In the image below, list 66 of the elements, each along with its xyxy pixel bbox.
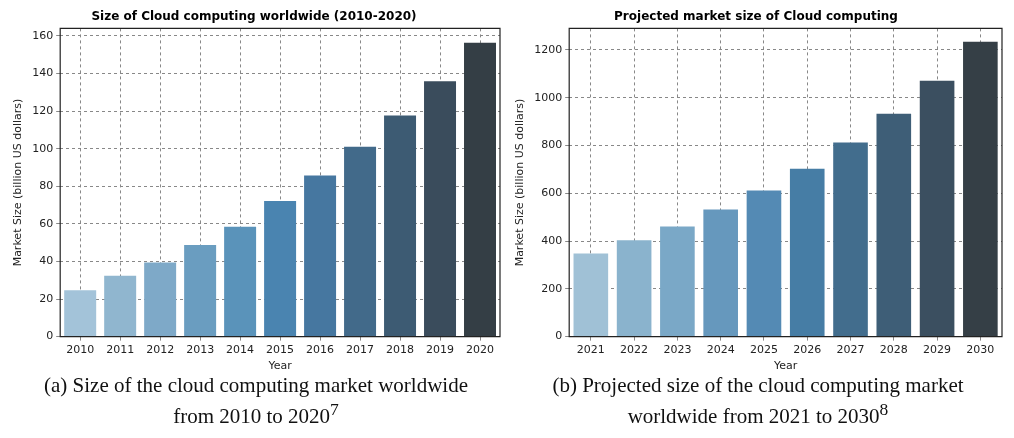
x-tick-label: 2017 [346,343,375,357]
bar [344,146,377,337]
y-tick-label: 400 [541,233,563,247]
y-tick-label: 120 [32,103,54,117]
y-tick-label: 1200 [534,42,563,56]
x-tick-label: 2010 [66,343,95,357]
y-tick-label: 1000 [534,90,563,104]
x-tick-label: 2023 [663,343,692,357]
x-tick-label: 2019 [426,343,455,357]
x-tick-label: 2012 [146,343,175,357]
y-tick-label: 200 [541,281,563,295]
bar [833,142,868,337]
chart-title: Projected market size of Cloud computing [614,9,898,24]
y-tick-label: 0 [46,329,54,343]
x-axis-title: Year [267,359,293,373]
bar [224,226,257,337]
x-tick-label: 2020 [466,343,495,357]
y-tick-label: 600 [541,186,563,200]
x-tick-label: 2028 [879,343,908,357]
bar [746,190,782,337]
bar [616,240,652,337]
bar [919,80,955,337]
x-tick-label: 2011 [106,343,135,357]
x-tick-label: 2027 [836,343,865,357]
x-tick-label: 2013 [186,343,215,357]
bar [64,290,97,337]
y-tick-label: 40 [39,254,54,268]
x-tick-label: 2029 [923,343,952,357]
chart-title: Size of Cloud computing worldwide (2010-2020) [91,9,417,24]
text: (a) Size of the cloud computing market worldwide from 2010 to 2020$^{7}$ [43,373,469,428]
x-tick-label: 2022 [620,343,649,357]
x-tick-label: 2018 [386,343,415,357]
y-axis-title: Market Size (billion US dollars) [513,98,527,267]
x-tick-label: 2026 [793,343,822,357]
bar [963,41,998,337]
bar [573,253,609,337]
bar [304,175,337,337]
bar [464,42,496,337]
bar [184,245,217,337]
x-tick-label: 2016 [306,343,335,357]
bar [104,275,137,337]
x-tick-label: 2021 [576,343,605,357]
text: (b) Projected size of the cloud computing market worldwide from 2021 to 2030$^{8}$ [551,373,965,428]
y-tick-label: 140 [32,66,54,80]
x-tick-label: 2024 [706,343,735,357]
bar [703,209,738,337]
y-tick-label: 100 [32,141,54,155]
bar [144,262,177,337]
x-tick-label: 2014 [226,343,255,357]
y-axis-title: Market Size (billion US dollars) [11,98,25,267]
bar [264,200,297,337]
y-tick-label: 0 [555,329,563,343]
x-tick-label: 2025 [749,343,778,357]
y-tick-label: 160 [32,28,54,42]
x-axis-title: Year [772,359,798,373]
bar [384,115,417,337]
y-tick-label: 800 [541,138,563,152]
y-tick-label: 60 [39,216,54,230]
x-tick-label: 2015 [266,343,295,357]
bar [424,81,457,337]
y-tick-label: 80 [39,179,54,193]
bar [660,226,695,337]
x-tick-label: 2030 [966,343,995,357]
y-tick-label: 20 [39,291,54,305]
bar [876,113,912,337]
bar [789,168,825,337]
